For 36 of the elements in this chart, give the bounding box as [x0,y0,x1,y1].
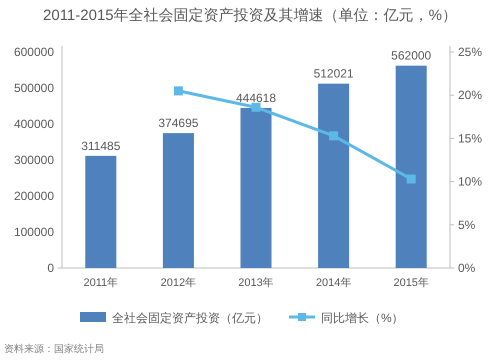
y-tick-label: 100000 [14,225,54,239]
chart-title: 2011-2015年全社会固定资产投资及其增速（单位：亿元，%） [43,7,457,24]
y2-tick-label: 15% [458,131,482,146]
data-label: 562000 [391,48,432,63]
x-tick-label: 2014年 [316,277,352,289]
x-tick-label: 2012年 [160,277,196,289]
data-label: 374695 [158,116,199,130]
bar [318,84,350,268]
y2-tick-label: 0% [458,261,476,275]
bar [162,133,194,268]
data-label: 444618 [236,90,276,105]
bar [396,66,427,268]
y-tick-label: 600000 [14,45,54,59]
y-tick-label: 300000 [14,153,54,167]
y2-tick-label: 25% [458,45,482,59]
y2-tick-label: 20% [458,88,482,102]
x-tick-label: 2015年 [393,277,429,289]
legend-label: 同比增长（%） [321,311,404,325]
bar [85,156,116,268]
y-tick-label: 400000 [14,117,54,131]
point [174,86,183,96]
x-tick-label: 2013年 [238,277,274,289]
y2-tick-label: 5% [458,218,476,232]
point [252,102,260,112]
y-tick-label: 0 [47,261,54,275]
point [329,131,338,140]
y2-tick-label: 10% [458,174,482,189]
y-tick-label: 500000 [14,81,54,95]
legend-label: 全社会固定资产投资（亿元） [112,311,268,325]
data-label: 311485 [81,138,121,153]
x-tick-label: 2011年 [83,277,118,289]
bar [240,108,272,268]
data-label: 512021 [314,66,354,81]
text: 资料来源：国家统计局 [4,343,104,355]
y-tick-label: 200000 [14,189,54,203]
point [406,174,416,184]
